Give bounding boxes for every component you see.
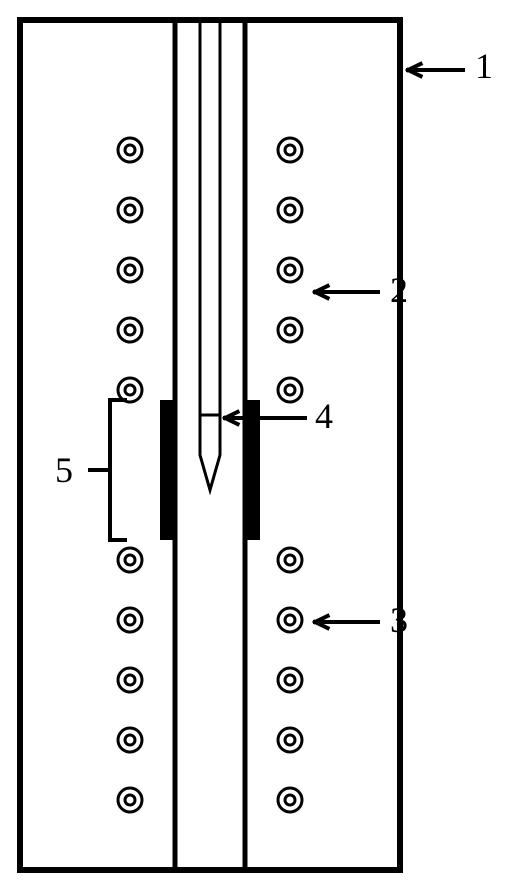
label-l4: 4: [315, 396, 333, 436]
label-l2: 2: [390, 270, 408, 310]
label-l1: 1: [475, 46, 493, 86]
canvas-bg: [0, 0, 522, 889]
label-l3: 3: [390, 600, 408, 640]
label-l5: 5: [55, 450, 73, 490]
